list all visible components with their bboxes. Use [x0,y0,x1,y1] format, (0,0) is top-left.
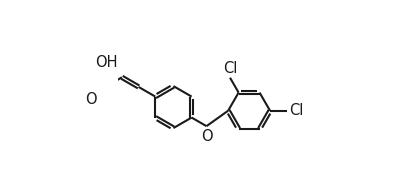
Text: O: O [85,92,97,107]
Text: Cl: Cl [289,103,303,118]
Text: OH: OH [95,55,118,70]
Text: O: O [201,129,213,144]
Text: Cl: Cl [223,61,237,76]
